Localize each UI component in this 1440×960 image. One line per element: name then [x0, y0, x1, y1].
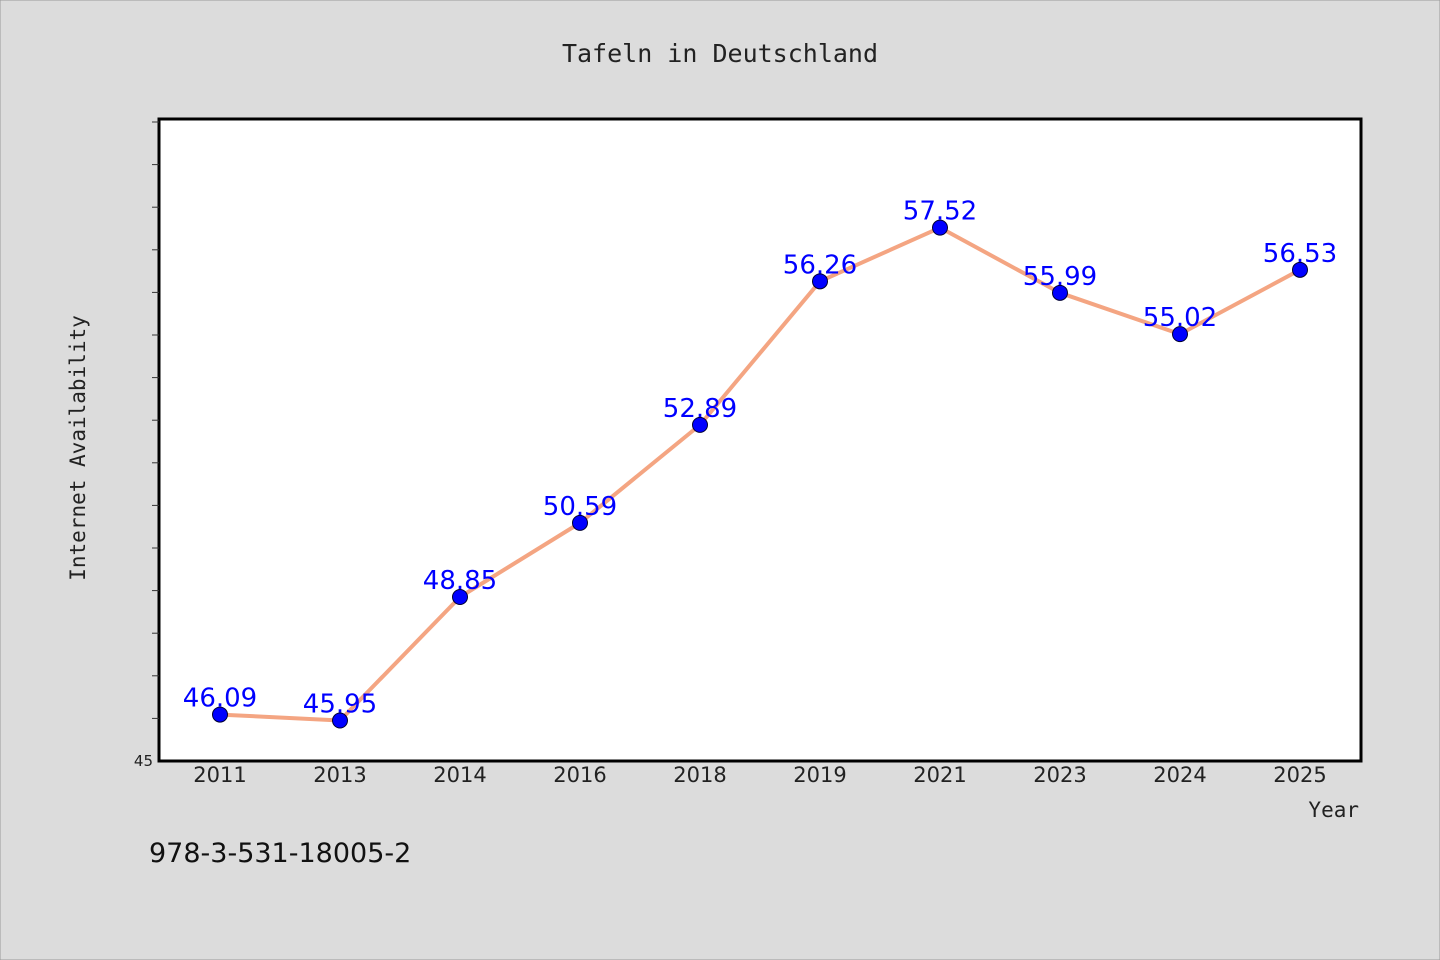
marker-2018	[692, 416, 708, 433]
plot-area	[157, 117, 1363, 763]
marker-2021	[932, 219, 948, 236]
x-tick-label-2024: 2024	[1153, 763, 1206, 787]
x-tick-label-2014: 2014	[433, 763, 486, 787]
y-axis-label: Internet Availability	[66, 315, 90, 581]
data-label-2016: 50.59	[543, 492, 617, 522]
data-label-2014: 48.85	[423, 566, 497, 596]
x-axis-tick-labels: 2011 2013 2014 2016 2018 2019 2021 2023 2024 2025	[193, 763, 1326, 787]
y-axis-ticks	[152, 121, 159, 719]
x-tick-label-2023: 2023	[1033, 763, 1086, 787]
x-tick-label-2025: 2025	[1273, 763, 1326, 787]
data-label-2013: 45.95	[303, 690, 377, 720]
marker-2019	[812, 273, 828, 290]
data-label-2023: 55.99	[1023, 262, 1097, 292]
marker-2013	[332, 712, 348, 729]
series-line	[218, 225, 1302, 723]
data-label-2024: 55.02	[1143, 303, 1217, 333]
x-tick-label-2021: 2021	[913, 763, 966, 787]
marker-2011	[212, 706, 228, 723]
x-axis-label: Year	[1308, 798, 1359, 822]
data-label-2021: 57.52	[903, 197, 977, 227]
x-tick-label-2013: 2013	[313, 763, 366, 787]
x-tick-label-2011: 2011	[193, 763, 246, 787]
data-label-2011: 46.09	[183, 684, 257, 714]
x-tick-label-2019: 2019	[793, 763, 846, 787]
data-label-2025: 56.53	[1263, 239, 1337, 269]
marker-2025	[1292, 261, 1308, 278]
marker-2016	[572, 514, 588, 531]
x-tick-label-2018: 2018	[673, 763, 726, 787]
y-tick-label-45: 45	[134, 752, 153, 770]
marker-2024	[1172, 326, 1188, 343]
data-label-2018: 52.89	[663, 394, 737, 424]
data-labels: 46.09 45.95 48.85 50.59 52.89 56.26 57.52 55.99…	[183, 197, 1337, 720]
data-label-2019: 56.26	[783, 250, 857, 280]
marker-2014	[452, 588, 468, 605]
series-markers	[212, 219, 1308, 729]
x-tick-label-2016: 2016	[553, 763, 606, 787]
marker-2023	[1052, 284, 1068, 301]
isbn-footer: 978-3-531-18005-2	[149, 838, 411, 869]
chart-title: Tafeln in Deutschland	[562, 39, 878, 68]
